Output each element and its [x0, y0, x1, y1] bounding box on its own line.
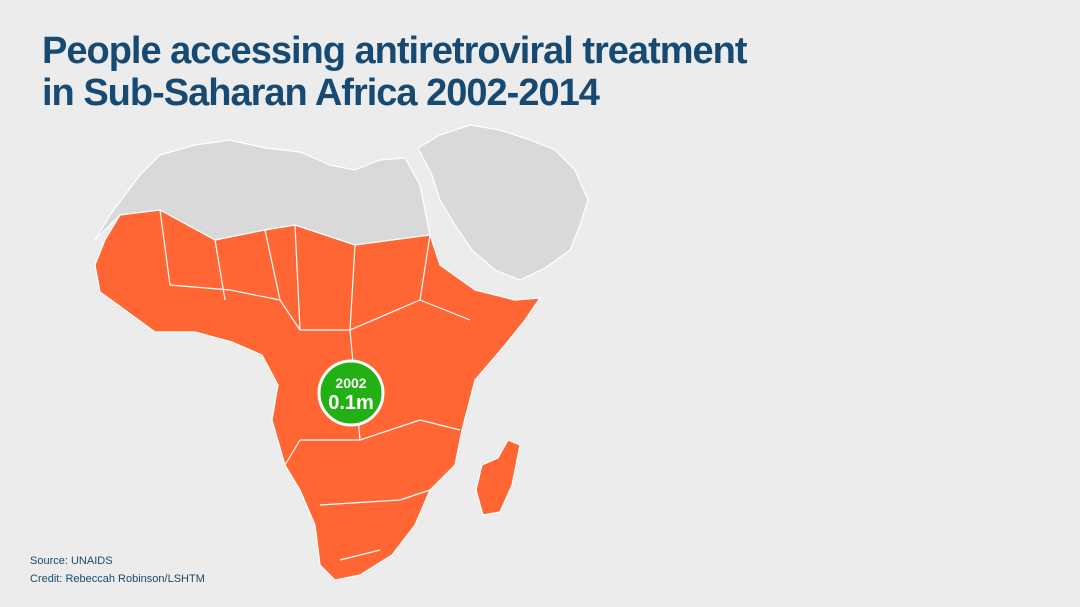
year-bubble: 2002 0.1m — [317, 359, 385, 427]
source: Source: UNAIDS — [30, 555, 113, 567]
bubble-value: 0.1m — [328, 392, 374, 414]
bubble-year: 2002 — [335, 375, 366, 391]
madagascar — [475, 439, 521, 516]
bubble-circle — [317, 359, 385, 427]
sub-saharan-africa — [94, 209, 541, 581]
credit: Credit: Rebeccah Robinson/LSHTM — [30, 573, 205, 585]
title-line: People accessing antiretroviral treatmen… — [42, 30, 748, 72]
middle-east — [417, 124, 589, 281]
borders — [159, 209, 471, 561]
map — [94, 124, 589, 581]
title-line: in Sub-Saharan Africa 2002-2014 — [42, 72, 600, 114]
